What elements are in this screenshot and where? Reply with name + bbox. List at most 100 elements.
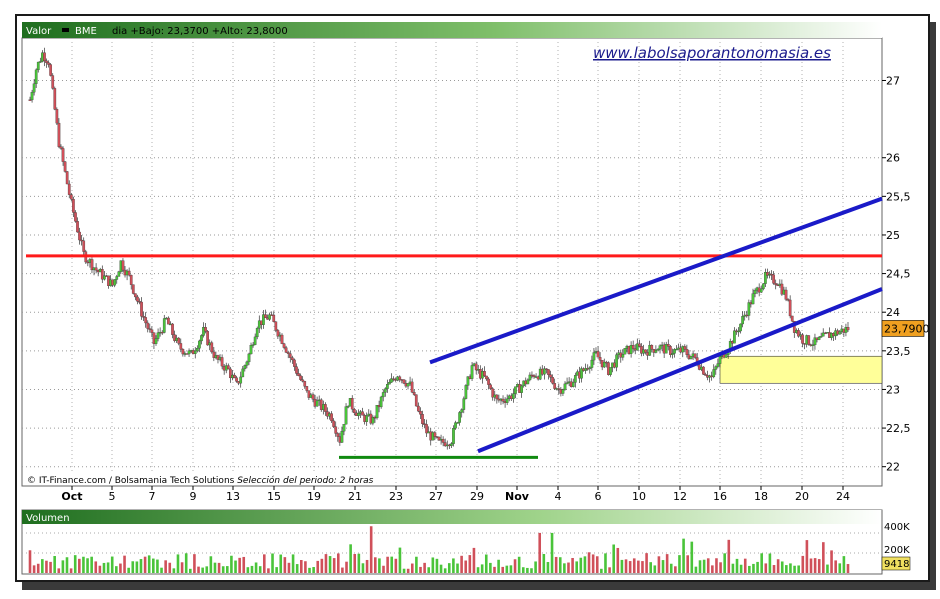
volume-bar-up: [271, 553, 274, 573]
candle-up: [162, 318, 166, 333]
candle-up: [654, 350, 658, 353]
candle-up: [747, 302, 751, 316]
volume-bar-down: [69, 568, 73, 573]
candle-down: [140, 301, 143, 317]
volume-bar-up: [291, 554, 295, 573]
candle-down: [551, 377, 554, 384]
candle-up: [712, 369, 716, 378]
volume-bar-up: [505, 565, 509, 573]
candle-up: [526, 379, 530, 385]
candle-up: [588, 367, 592, 370]
volume-bar-up: [65, 557, 69, 573]
volume-tick-400k: 400K: [884, 522, 910, 533]
candle-up: [371, 416, 375, 424]
watermark-link[interactable]: www.labolsaporantonomasia.es: [593, 44, 831, 62]
volume-bar-down: [316, 560, 320, 573]
volume-bar-down: [616, 547, 620, 573]
candle-up: [512, 393, 515, 399]
volume-bar-up: [550, 532, 554, 573]
candle-up: [381, 392, 385, 398]
candle-up: [739, 323, 742, 332]
x-tick-label: Oct: [61, 490, 82, 503]
volume-bar-down: [776, 559, 780, 573]
price-axis-strip: [882, 38, 924, 486]
candle-up: [724, 354, 728, 358]
candle-up: [520, 385, 523, 393]
volume-bar-up: [115, 566, 118, 573]
candle-down: [220, 357, 224, 367]
candle-up: [456, 422, 459, 424]
candle-down: [483, 371, 486, 377]
candle-down: [669, 346, 672, 355]
volume-bar-up: [723, 553, 726, 573]
volume-bar-down: [365, 559, 369, 573]
volume-bar-down: [830, 550, 833, 573]
candle-down: [780, 283, 784, 295]
volume-bar-up: [690, 541, 694, 573]
candle-up: [253, 336, 257, 345]
candle-down: [352, 408, 356, 414]
candle-down: [631, 345, 635, 349]
volume-bar-up: [176, 554, 180, 573]
volume-header-bar: [22, 510, 882, 524]
candle-up: [346, 406, 350, 408]
candle-down: [286, 352, 290, 354]
volume-bar-down: [538, 532, 542, 573]
price-plot-area: [21, 37, 883, 487]
volume-bar-up: [402, 568, 406, 573]
volume-bar-up: [234, 560, 237, 573]
volume-bar-up: [61, 560, 65, 573]
candle-down: [350, 398, 354, 410]
volume-bar-up: [328, 556, 332, 573]
volume-bar-down: [382, 565, 385, 573]
volume-bar-up: [106, 562, 110, 573]
candle-down: [443, 442, 447, 447]
candle-up: [592, 352, 596, 361]
volume-bar-down: [809, 558, 813, 573]
volume-tick-200k: 200K: [884, 545, 910, 556]
candle-up: [689, 356, 693, 359]
volume-bar-down: [706, 558, 710, 573]
volume-bar-down: [263, 554, 266, 573]
candle-up: [156, 332, 160, 339]
candle-down: [72, 198, 75, 213]
volume-bar-up: [682, 538, 685, 573]
candle-up: [565, 382, 569, 385]
candle-down: [121, 260, 125, 271]
candle-down: [51, 75, 55, 89]
candle-up: [751, 293, 755, 305]
volume-bar-up: [254, 562, 258, 573]
candle-down: [788, 299, 792, 317]
volume-bar-up: [456, 563, 459, 573]
candle-down: [807, 335, 811, 345]
volume-bar-down: [817, 559, 821, 573]
volume-bar-down: [304, 561, 307, 573]
candle-down: [129, 274, 133, 285]
volume-bar-down: [805, 540, 809, 573]
x-tick-label: 6: [595, 490, 602, 503]
candle-down: [80, 239, 83, 242]
last-price-tag: 23,7900: [884, 322, 930, 335]
volume-bar-down: [168, 562, 172, 573]
candle-up: [344, 406, 348, 425]
volume-bar-up: [509, 565, 513, 573]
candle-up: [817, 336, 821, 340]
volume-bar-down: [641, 561, 644, 573]
volume-bar-down: [628, 561, 632, 573]
candle-down: [766, 272, 769, 276]
candle-up: [462, 398, 466, 410]
candle-up: [117, 271, 121, 277]
volume-bar-up: [661, 560, 665, 573]
volume-bar-up: [669, 563, 673, 573]
volume-bar-up: [110, 556, 114, 573]
candle-down: [142, 316, 145, 318]
support-zone: [719, 355, 883, 384]
volume-bar-up: [756, 561, 759, 573]
candle-up: [383, 388, 387, 393]
volume-bar-down: [764, 563, 768, 573]
x-tick-label: 20: [795, 490, 809, 503]
candle-up: [716, 363, 720, 367]
candle-down: [167, 317, 170, 325]
candle-down: [53, 88, 57, 110]
header-ticker: BME: [75, 26, 97, 37]
